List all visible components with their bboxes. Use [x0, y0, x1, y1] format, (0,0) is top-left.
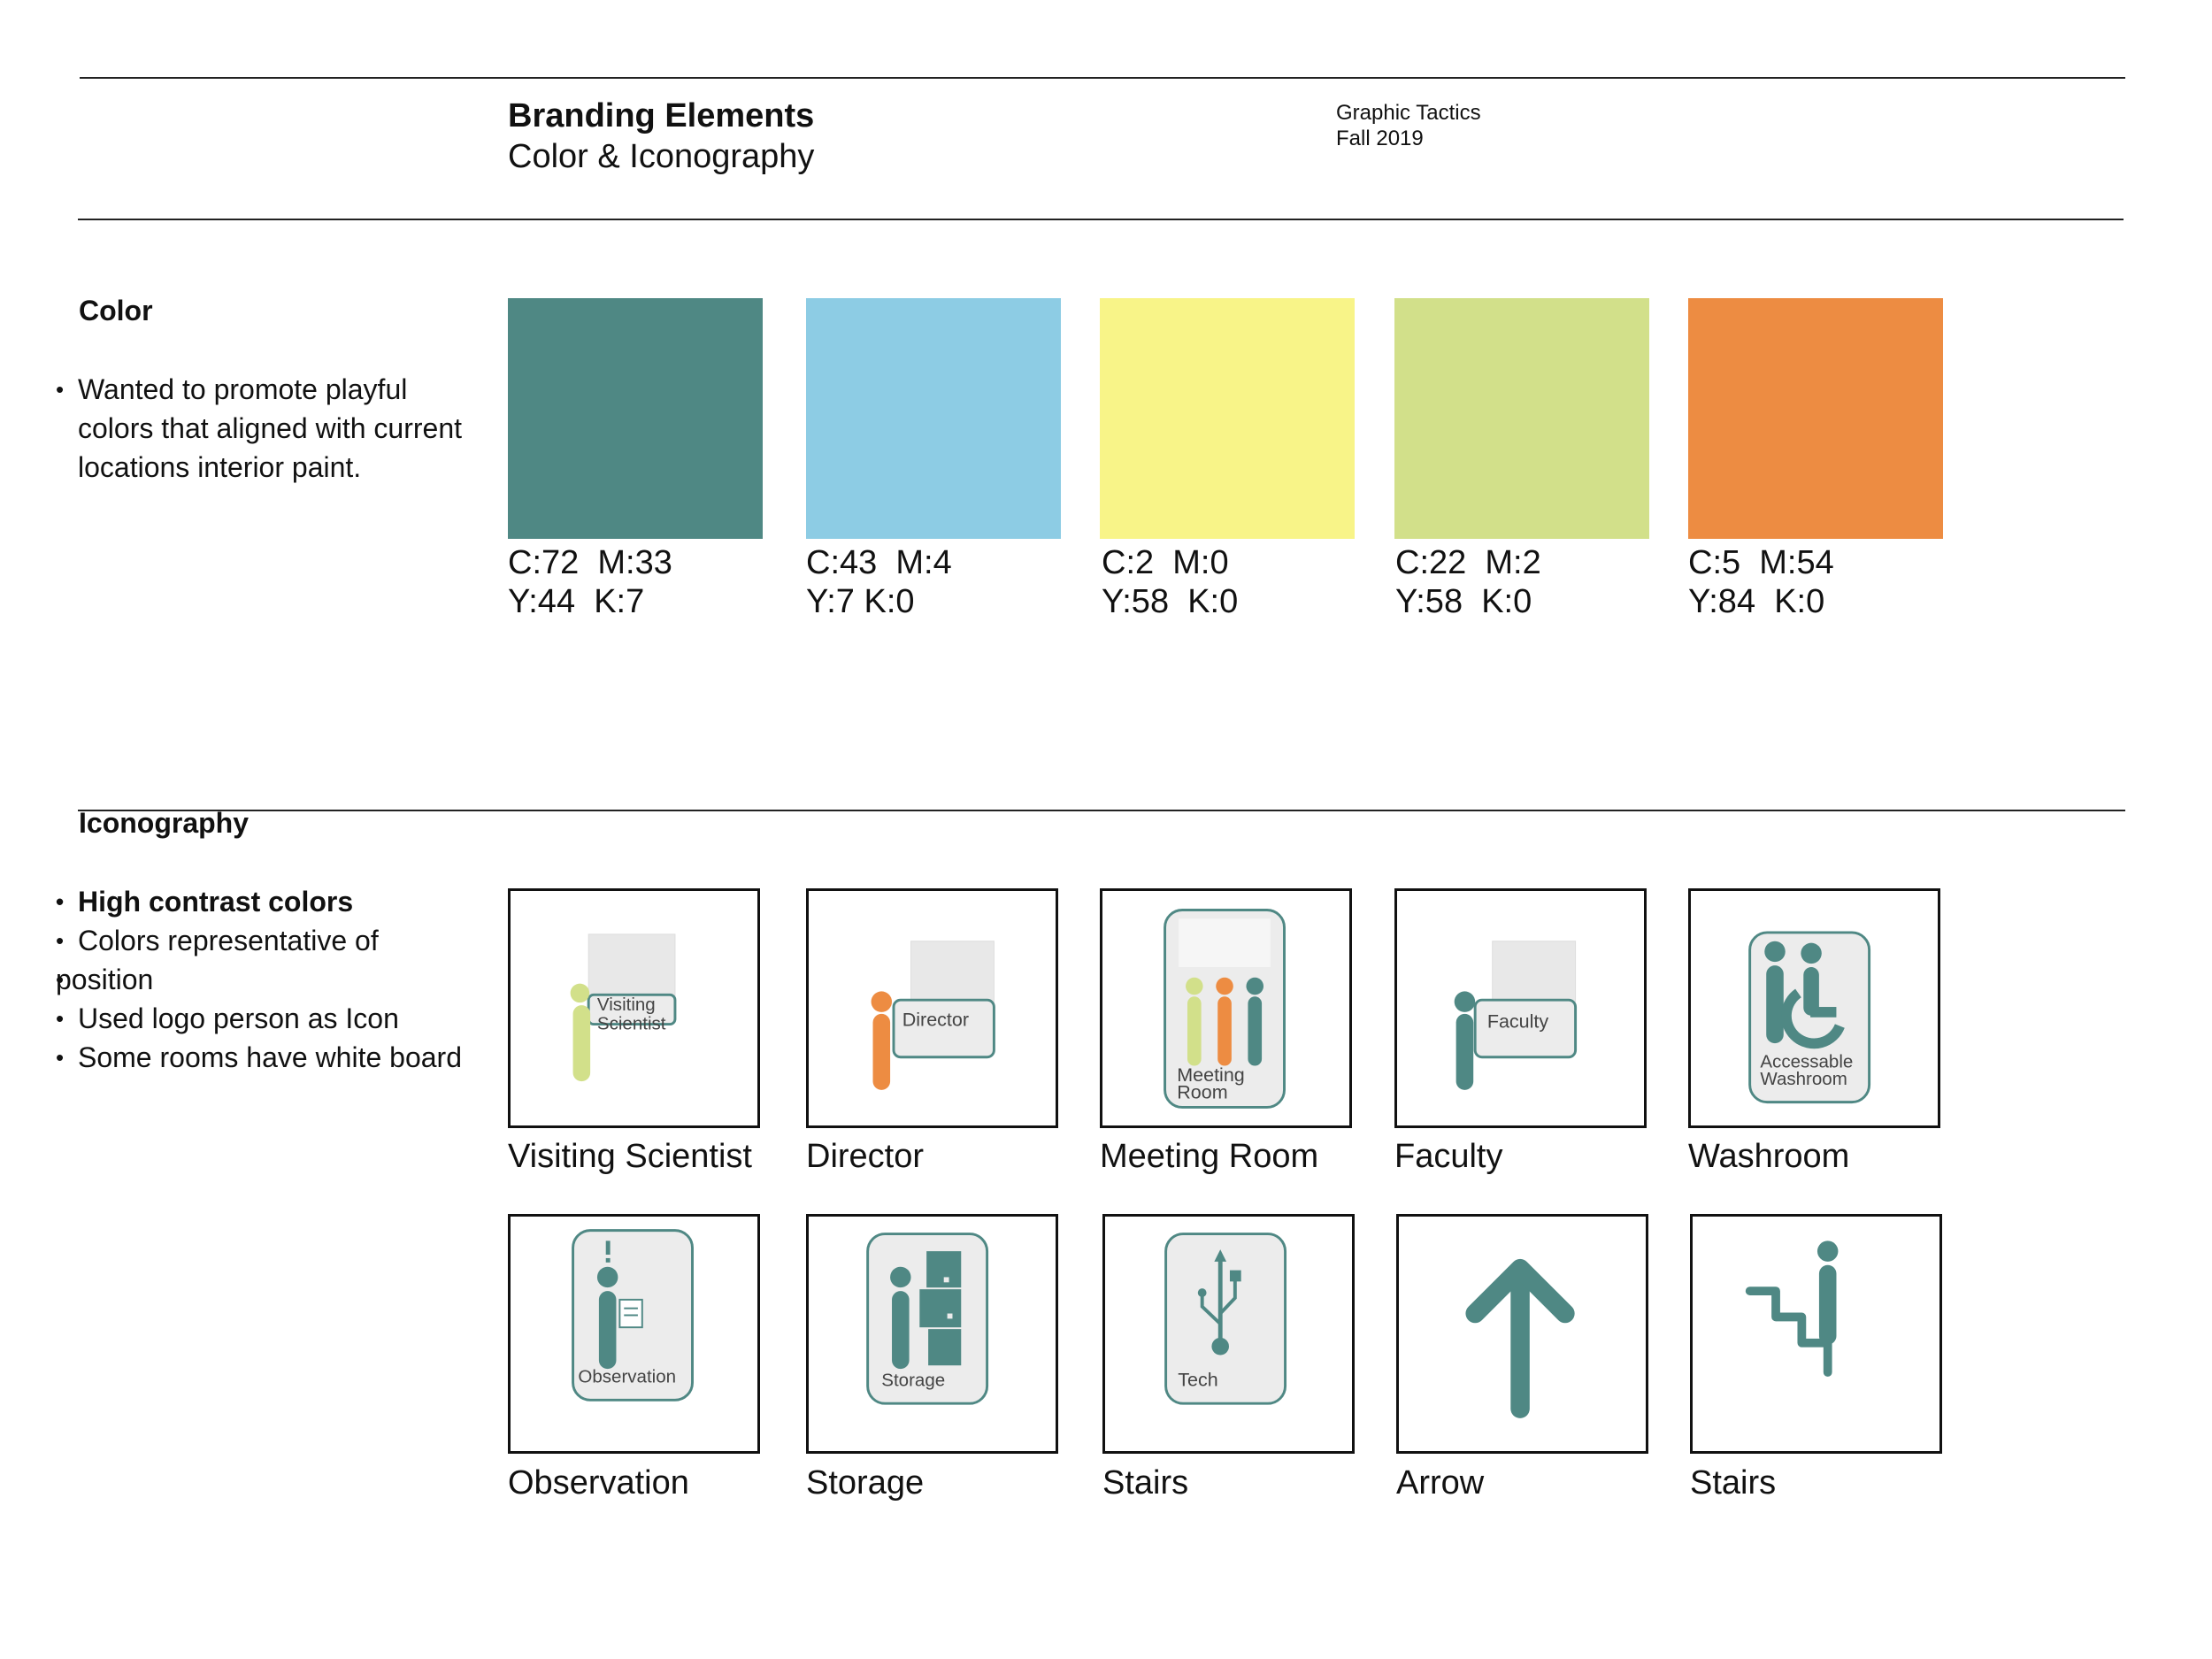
- color-bullet-item: Wanted to promote playful colors that al…: [56, 370, 480, 487]
- swatch-orange: [1688, 298, 1943, 539]
- iconography-rule: [78, 810, 2125, 811]
- swatch-orange-cmyk: C:5 M:54 Y:84 K:0: [1688, 544, 1834, 620]
- icon-arrow: [1396, 1214, 1648, 1454]
- swatch-yellow: [1100, 298, 1355, 539]
- stairs-person-icon: [1745, 1240, 1839, 1377]
- icon-washroom: Accessable Washroom: [1688, 888, 1940, 1128]
- swatch-sky-blue: [806, 298, 1061, 539]
- icon-stairs-tech: Tech: [1102, 1214, 1355, 1454]
- label-stairs: Stairs: [1690, 1464, 1777, 1502]
- iconography-bullets: High contrast colors Colors representati…: [56, 882, 516, 1077]
- icon-bullet-item: Colors representative of: [56, 921, 516, 960]
- svg-text:Faculty: Faculty: [1487, 1011, 1549, 1033]
- swatch-teal: [508, 298, 763, 539]
- icon-bullet-item: Used logo person as Icon: [56, 999, 516, 1038]
- svg-text:Meeting: Meeting: [1177, 1064, 1245, 1086]
- observation-clipboard-icon: Observation: [572, 1229, 694, 1402]
- iconography-heading: Iconography: [79, 807, 250, 839]
- label-stairs-tech: Stairs: [1102, 1464, 1189, 1502]
- arrow-up-icon: [1465, 1258, 1575, 1418]
- course-term: Fall 2019: [1336, 127, 1424, 150]
- person-lime-whiteboard-icon: Visiting Scientist: [570, 933, 677, 1082]
- header-bottom-rule: [78, 219, 2124, 220]
- label-storage: Storage: [806, 1464, 925, 1502]
- svg-text:Tech: Tech: [1178, 1370, 1217, 1391]
- label-washroom: Washroom: [1688, 1138, 1850, 1175]
- icon-observation: Observation: [508, 1214, 760, 1454]
- svg-text:Observation: Observation: [578, 1367, 676, 1387]
- swatch-yellow-cmyk: C:2 M:0 Y:58 K:0: [1102, 544, 1239, 620]
- svg-text:Scientist: Scientist: [597, 1013, 666, 1033]
- color-bullets: Wanted to promote playful colors that al…: [56, 370, 480, 487]
- label-director: Director: [806, 1138, 925, 1175]
- person-teal-whiteboard-icon: Faculty: [1454, 941, 1578, 1090]
- label-visiting-scientist: Visiting Scientist: [508, 1138, 752, 1175]
- label-faculty: Faculty: [1394, 1138, 1503, 1175]
- swatch-teal-cmyk: C:72 M:33 Y:44 K:7: [508, 544, 672, 620]
- page-title: Branding Elements: [508, 97, 815, 134]
- icon-visiting-scientist: Visiting Scientist: [508, 888, 760, 1128]
- icon-director: Director: [806, 888, 1058, 1128]
- svg-text:Room: Room: [1177, 1082, 1227, 1103]
- icon-meeting-room: Meeting Room: [1100, 888, 1352, 1128]
- icon-bullet-item: High contrast colors: [56, 882, 516, 921]
- usb-tech-icon: Tech: [1164, 1233, 1287, 1405]
- svg-text:Director: Director: [902, 1010, 969, 1031]
- swatch-lime-cmyk: C:22 M:2 Y:58 K:0: [1395, 544, 1541, 620]
- svg-text:Washroom: Washroom: [1760, 1069, 1847, 1089]
- icon-stairs: [1690, 1214, 1942, 1454]
- storage-boxes-icon: Storage: [866, 1233, 989, 1405]
- person-orange-whiteboard-icon: Director: [871, 941, 995, 1090]
- swatch-lime: [1394, 298, 1649, 539]
- header-top-rule: [80, 77, 2125, 79]
- label-meeting-room: Meeting Room: [1100, 1138, 1319, 1175]
- accessible-washroom-icon: Accessable Washroom: [1748, 931, 1871, 1104]
- icon-bullet-item: Some rooms have white board: [56, 1038, 516, 1077]
- label-observation: Observation: [508, 1464, 689, 1502]
- icon-faculty: Faculty: [1394, 888, 1647, 1128]
- svg-text:Accessable: Accessable: [1760, 1051, 1853, 1071]
- svg-text:Storage: Storage: [881, 1371, 945, 1391]
- course-name: Graphic Tactics: [1336, 101, 1481, 125]
- three-people-icon: Meeting Room: [1164, 909, 1286, 1109]
- svg-text:Visiting: Visiting: [597, 995, 656, 1015]
- icon-storage: Storage: [806, 1214, 1058, 1454]
- label-arrow: Arrow: [1396, 1464, 1485, 1502]
- swatch-sky-blue-cmyk: C:43 M:4 Y:7 K:0: [806, 544, 952, 620]
- page-subtitle: Color & Iconography: [508, 138, 815, 175]
- icon-bullet-item: position: [56, 960, 516, 999]
- color-heading: Color: [79, 295, 153, 326]
